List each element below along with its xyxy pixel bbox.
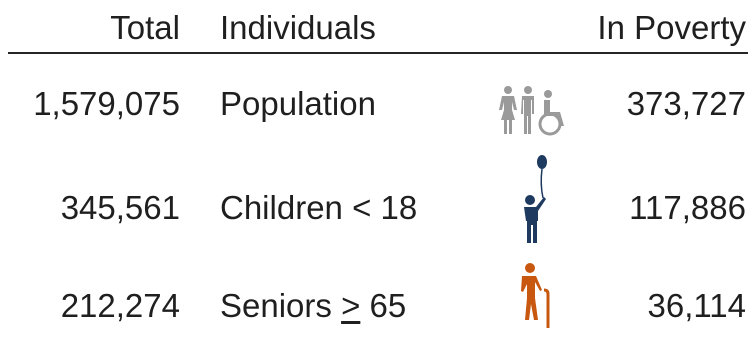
table-row-population: 1,579,075 Population 373,727 [0,84,751,144]
in-poverty-value: 117,886 [629,189,746,226]
header-individuals: Individuals [220,9,376,46]
header-in-poverty: In Poverty [597,9,746,46]
table-header: Total Individuals In Poverty [0,0,751,52]
in-poverty-value: 36,114 [647,287,746,324]
greater-equal-symbol: > [341,287,361,324]
table-row-children: 345,561 Children < 18 117,886 [0,155,751,248]
total-value: 1,579,075 [33,85,180,122]
total-value: 212,274 [60,287,180,324]
row-label: Seniors > 65 [220,286,406,326]
child-balloon-icon [516,154,556,259]
row-label-suffix: 65 [360,287,407,324]
senior-cane-icon [514,262,554,337]
header-divider [8,52,748,54]
row-label: Population [220,85,376,122]
total-value: 345,561 [60,189,180,226]
row-label-prefix: Seniors [220,287,342,324]
people-wheelchair-icon [496,84,576,143]
row-label: Children < 18 [220,189,418,226]
header-total: Total [110,9,180,46]
in-poverty-value: 373,727 [626,85,746,122]
table-row-seniors: 212,274 Seniors > 65 36,114 [0,263,751,346]
